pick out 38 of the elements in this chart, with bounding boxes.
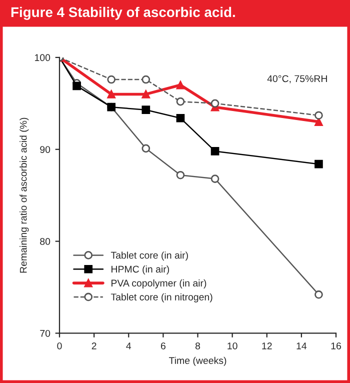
point bbox=[314, 160, 323, 168]
point bbox=[176, 97, 185, 106]
point bbox=[176, 170, 185, 180]
point bbox=[72, 82, 81, 90]
x-tick-label: 12 bbox=[262, 342, 272, 350]
x-tick-label: 2 bbox=[92, 342, 96, 350]
point bbox=[176, 114, 185, 122]
x-tick-label: 0 bbox=[57, 342, 62, 350]
x-tick-label: 8 bbox=[195, 342, 200, 350]
y-tick-label: 80 bbox=[40, 238, 50, 245]
x-tick-label: 6 bbox=[160, 342, 166, 350]
point bbox=[142, 75, 150, 84]
point bbox=[142, 144, 150, 153]
point bbox=[107, 90, 116, 98]
y-axis-title: Remaining ratio of ascorbic acid (%) bbox=[20, 118, 29, 273]
point bbox=[314, 290, 323, 299]
x-tick-label: 10 bbox=[228, 342, 238, 350]
x-axis-title: Time (weeks) bbox=[168, 356, 226, 366]
point bbox=[176, 80, 185, 90]
legend-label: HPMC (in air) bbox=[112, 265, 169, 275]
point bbox=[142, 90, 150, 98]
chart-title: Figure 4 Stability of ascorbic acid. bbox=[11, 6, 235, 20]
y-tick-label: 70 bbox=[40, 330, 50, 337]
legend-label: Tablet core (in air) bbox=[110, 252, 188, 261]
x-tick-label: 4 bbox=[126, 342, 132, 350]
x-tick-label: 16 bbox=[331, 342, 341, 350]
annotation: 40°C, 75%RH bbox=[267, 75, 327, 84]
point bbox=[210, 147, 220, 156]
legend-label: PVA copolymer (in air) bbox=[112, 279, 206, 288]
point bbox=[210, 174, 220, 183]
point bbox=[107, 75, 116, 84]
point bbox=[210, 99, 220, 108]
legend-label: Tablet core (in nitrogen) bbox=[110, 293, 212, 302]
point bbox=[142, 106, 150, 114]
x-tick-label: 14 bbox=[296, 342, 307, 350]
point bbox=[314, 111, 323, 120]
y-tick-label: 100 bbox=[34, 54, 50, 62]
y-tick-label: 90 bbox=[40, 146, 50, 153]
